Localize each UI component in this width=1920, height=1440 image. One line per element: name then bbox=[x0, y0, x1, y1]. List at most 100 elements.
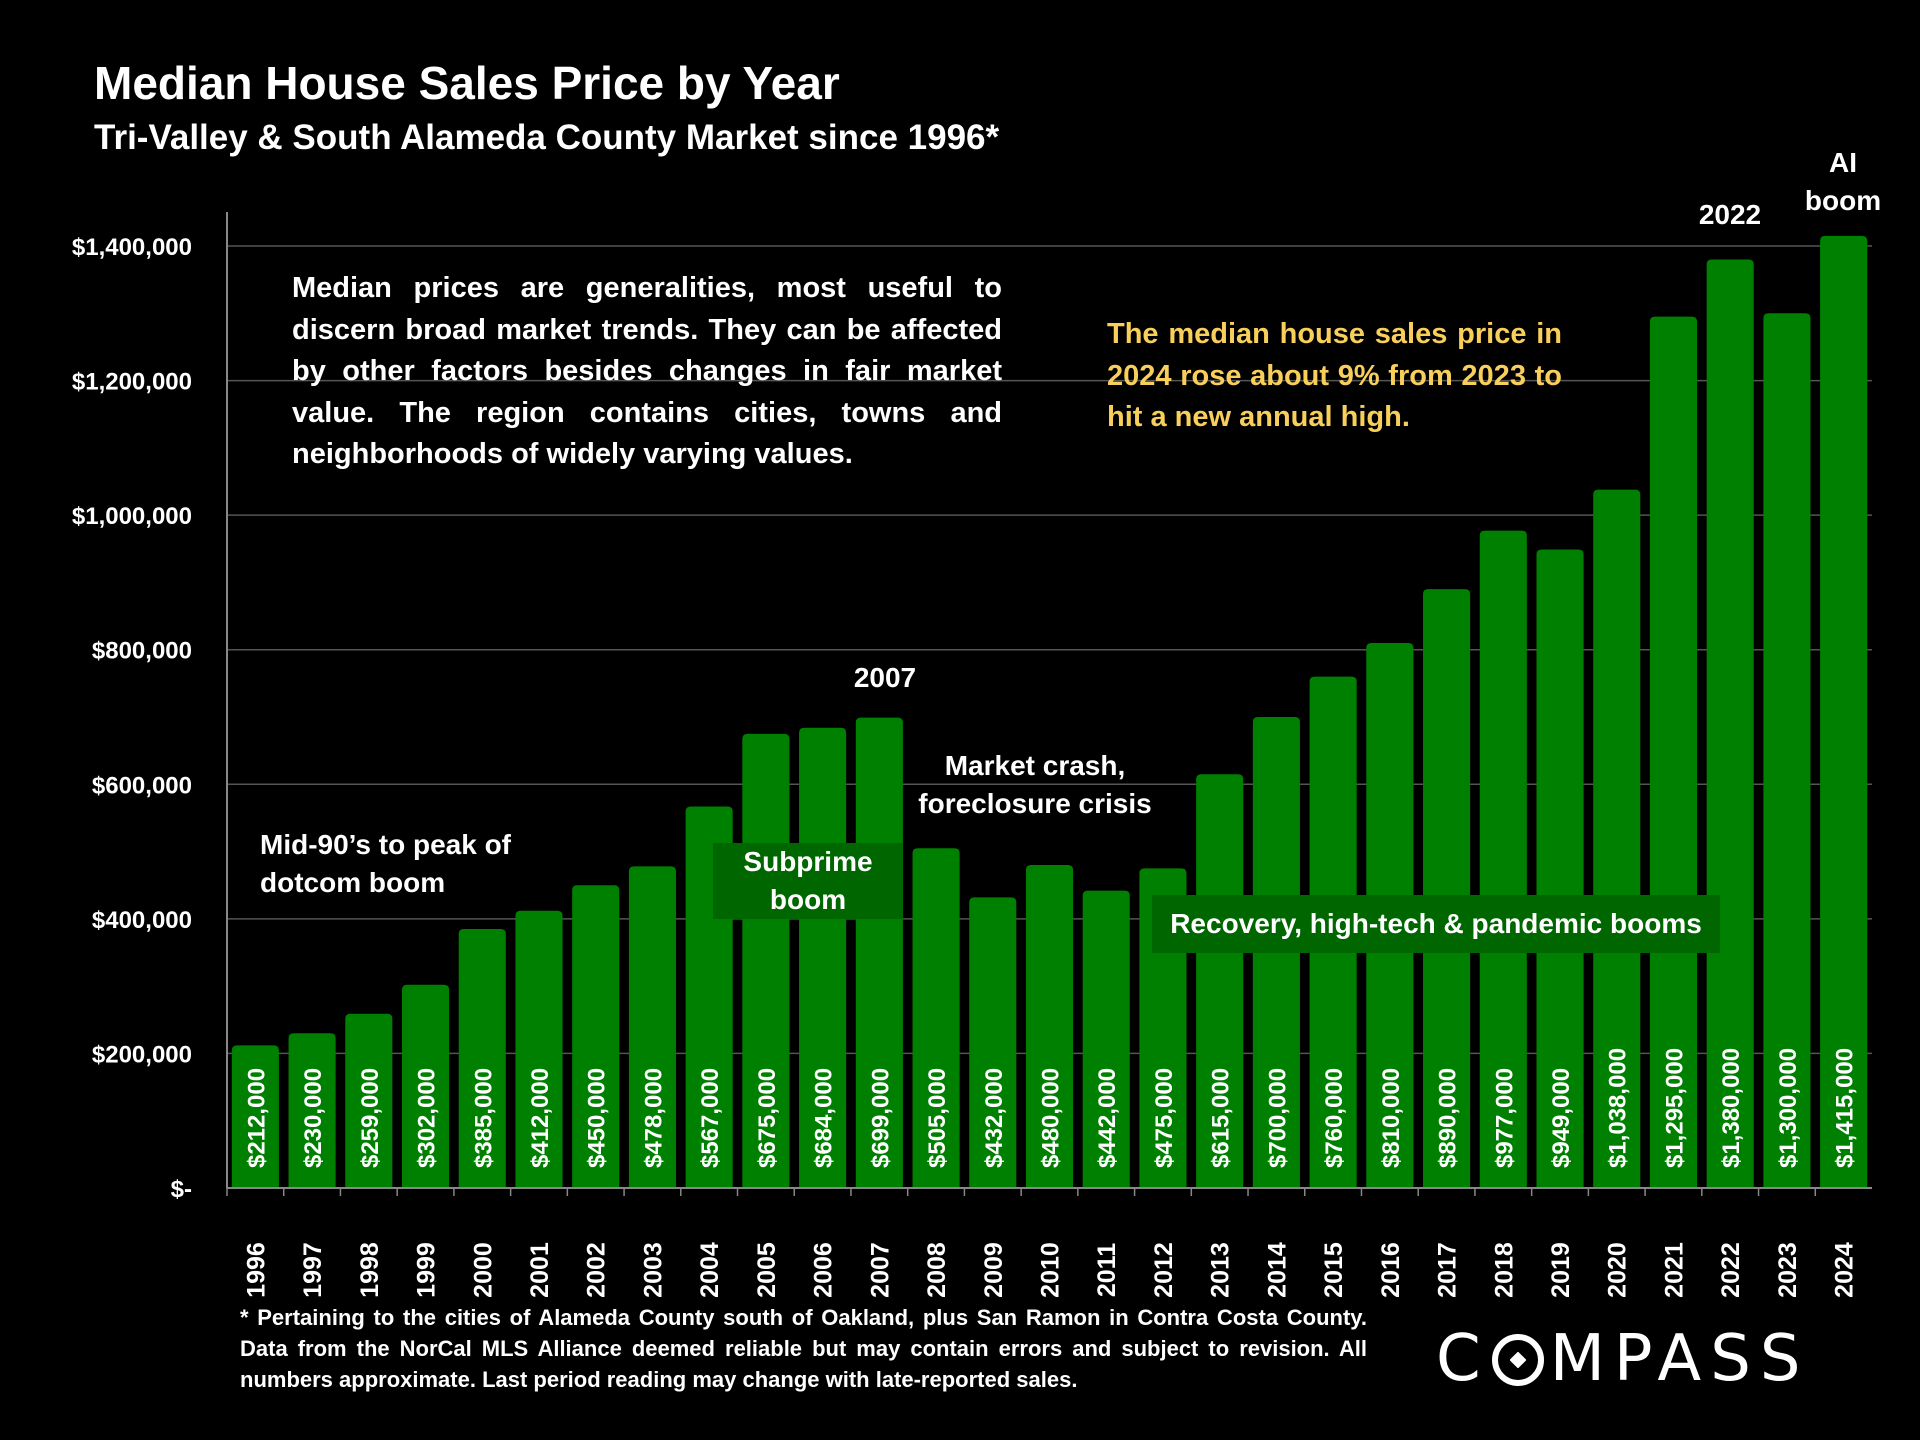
x-tick-label-2004: 2004 bbox=[696, 1242, 724, 1298]
chart-title: Median House Sales Price by Year bbox=[94, 57, 840, 109]
data-label-2018: $977,000 bbox=[1491, 1068, 1518, 1168]
data-label-1998: $259,000 bbox=[357, 1068, 384, 1168]
x-tick-label-2000: 2000 bbox=[469, 1242, 497, 1298]
annotation-ai-boom: AI boom bbox=[1804, 147, 1882, 216]
x-tick-label-2020: 2020 bbox=[1604, 1242, 1632, 1298]
data-label-1999: $302,000 bbox=[414, 1068, 441, 1168]
x-tick-label-2011: 2011 bbox=[1093, 1243, 1121, 1297]
x-tick-label-1998: 1998 bbox=[356, 1242, 384, 1298]
compass-ring-icon bbox=[1491, 1334, 1544, 1386]
data-label-2014: $700,000 bbox=[1264, 1068, 1291, 1168]
bar-2021 bbox=[1649, 316, 1698, 1188]
y-tick-label: $1,000,000 bbox=[72, 503, 192, 530]
x-tick-label-2021: 2021 bbox=[1660, 1242, 1688, 1298]
bar-2024 bbox=[1820, 235, 1868, 1188]
data-label-2024: $1,415,000 bbox=[1832, 1048, 1859, 1168]
x-tick-label-2010: 2010 bbox=[1037, 1242, 1065, 1298]
bar-2020 bbox=[1593, 489, 1641, 1188]
data-label-2003: $478,000 bbox=[640, 1068, 667, 1168]
bar-1996 bbox=[231, 1045, 279, 1188]
x-tick-label-2013: 2013 bbox=[1207, 1242, 1235, 1298]
bar-2011 bbox=[1082, 890, 1130, 1188]
x-tick-label-2001: 2001 bbox=[526, 1242, 554, 1298]
x-tick-label-2005: 2005 bbox=[753, 1242, 781, 1298]
bar-2009 bbox=[969, 897, 1017, 1188]
x-tick-label-2002: 2002 bbox=[583, 1242, 611, 1298]
data-label-2000: $385,000 bbox=[470, 1068, 497, 1168]
bar-2006 bbox=[799, 727, 847, 1188]
bar-2001 bbox=[515, 910, 563, 1188]
x-tick-label-2003: 2003 bbox=[639, 1242, 667, 1298]
data-label-2002: $450,000 bbox=[584, 1068, 611, 1168]
data-label-2004: $567,000 bbox=[697, 1068, 724, 1168]
x-tick-label-1999: 1999 bbox=[413, 1242, 441, 1298]
x-tick-label-2015: 2015 bbox=[1320, 1242, 1348, 1298]
chart-subtitle: Tri-Valley & South Alameda County Market… bbox=[94, 118, 1000, 157]
data-label-2012: $475,000 bbox=[1151, 1068, 1178, 1168]
bar-2003 bbox=[628, 866, 676, 1188]
bar-2008 bbox=[912, 848, 960, 1188]
data-label-2008: $505,000 bbox=[924, 1068, 951, 1168]
x-tick-label-2019: 2019 bbox=[1547, 1242, 1575, 1298]
annotation-subprime: Subprime boom bbox=[713, 843, 903, 919]
data-label-2019: $949,000 bbox=[1548, 1068, 1575, 1168]
y-tick-label: $1,400,000 bbox=[72, 234, 192, 261]
data-label-2015: $760,000 bbox=[1321, 1068, 1348, 1168]
bar-2017 bbox=[1423, 589, 1471, 1188]
y-tick-label: $800,000 bbox=[92, 638, 192, 665]
x-tick-label-2017: 2017 bbox=[1434, 1242, 1462, 1298]
x-tick-label-2012: 2012 bbox=[1150, 1242, 1178, 1298]
y-tick-label: $400,000 bbox=[92, 907, 192, 934]
data-label-2017: $890,000 bbox=[1435, 1068, 1462, 1168]
y-tick-label: $600,000 bbox=[92, 772, 192, 799]
annotation-crash: Market crash, foreclosure crisis bbox=[918, 750, 1152, 819]
footnote: * Pertaining to the cities of Alameda Co… bbox=[240, 1305, 1367, 1392]
bar-2018 bbox=[1479, 530, 1527, 1188]
data-label-2023: $1,300,000 bbox=[1775, 1048, 1802, 1168]
y-tick-label: $1,200,000 bbox=[72, 369, 192, 396]
x-tick-label-2006: 2006 bbox=[810, 1242, 838, 1298]
x-tick-label-2007: 2007 bbox=[866, 1242, 894, 1298]
x-tick-label-2024: 2024 bbox=[1831, 1242, 1859, 1298]
bar-2019 bbox=[1536, 549, 1584, 1188]
bar-1998 bbox=[345, 1013, 393, 1188]
y-tick-label: $- bbox=[171, 1176, 192, 1203]
annotation-2022: 2022 bbox=[1698, 199, 1762, 230]
bar-2023 bbox=[1763, 313, 1811, 1188]
bar-2002 bbox=[572, 885, 620, 1188]
data-label-2007: $699,000 bbox=[867, 1068, 894, 1168]
bar-2007 bbox=[855, 717, 903, 1188]
x-tick-label-2022: 2022 bbox=[1717, 1242, 1745, 1298]
data-label-2013: $615,000 bbox=[1208, 1068, 1235, 1168]
x-tick-label-1997: 1997 bbox=[299, 1242, 327, 1298]
data-label-2016: $810,000 bbox=[1378, 1068, 1405, 1168]
bar-2013 bbox=[1196, 774, 1244, 1188]
bar-2010 bbox=[1025, 865, 1074, 1188]
data-label-2010: $480,000 bbox=[1038, 1068, 1065, 1168]
general-note: Median prices are generalities, most use… bbox=[292, 272, 1002, 470]
data-label-2009: $432,000 bbox=[981, 1068, 1008, 1168]
annotation-dotcom: Mid-90’s to peak of dotcom boom bbox=[260, 829, 512, 898]
data-label-2006: $684,000 bbox=[811, 1068, 838, 1168]
data-label-2022: $1,380,000 bbox=[1718, 1048, 1745, 1168]
y-tick-label: $200,000 bbox=[92, 1041, 192, 1068]
x-tick-label-2014: 2014 bbox=[1263, 1242, 1291, 1298]
data-label-2021: $1,295,000 bbox=[1661, 1048, 1688, 1168]
x-tick-label-1996: 1996 bbox=[242, 1242, 270, 1298]
data-label-2005: $675,000 bbox=[754, 1068, 781, 1168]
bar-1999 bbox=[401, 984, 450, 1188]
annotation-2007: 2007 bbox=[853, 662, 917, 693]
x-tick-label-2008: 2008 bbox=[923, 1242, 951, 1298]
bar-1997 bbox=[288, 1033, 336, 1188]
x-tick-label-2009: 2009 bbox=[980, 1242, 1008, 1298]
highlight-note: The median house sales price in 2024 ros… bbox=[1107, 318, 1562, 433]
data-label-1996: $212,000 bbox=[243, 1068, 270, 1168]
x-tick-label-2018: 2018 bbox=[1490, 1242, 1518, 1298]
x-tick-label-2016: 2016 bbox=[1377, 1242, 1405, 1298]
x-tick-label-2023: 2023 bbox=[1774, 1242, 1802, 1298]
data-label-2020: $1,038,000 bbox=[1605, 1048, 1632, 1168]
bar-2000 bbox=[458, 928, 506, 1188]
compass-logo: C MPASS bbox=[1436, 1322, 1810, 1396]
data-label-1997: $230,000 bbox=[300, 1068, 327, 1168]
